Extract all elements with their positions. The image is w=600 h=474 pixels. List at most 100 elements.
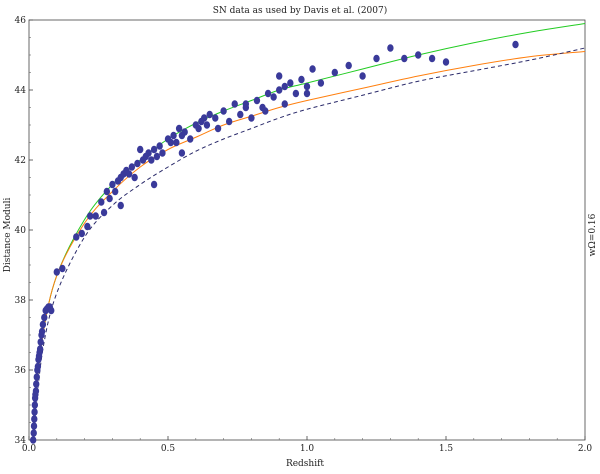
data-point [125, 170, 133, 178]
y-tick-label: 46 [15, 16, 27, 26]
data-point [212, 114, 219, 122]
data-point [31, 408, 38, 416]
data-point [276, 72, 283, 80]
x-tick-label: 0.0 [22, 444, 37, 454]
data-point [117, 201, 124, 210]
data-point [292, 89, 300, 98]
data-point [145, 149, 152, 157]
data-point [298, 75, 305, 84]
data-point [30, 422, 38, 430]
data-point [92, 212, 99, 220]
x-axis: 0.0 0.5 1.0 1.5 2.0 [22, 436, 593, 454]
data-point [512, 40, 519, 49]
data-point [53, 268, 60, 276]
data-point [78, 229, 86, 238]
data-point [156, 142, 163, 150]
series-line-2 [34, 51, 586, 409]
y-axis: 34 36 38 40 42 44 46 [15, 16, 33, 446]
x-tick-label: 2.0 [578, 444, 593, 454]
data-point [303, 89, 311, 98]
data-point [214, 124, 222, 133]
data-point [276, 86, 283, 94]
y-tick-label: 40 [15, 226, 27, 236]
data-point [428, 54, 436, 63]
data-point [73, 233, 80, 241]
data-point [84, 222, 91, 231]
data-point [33, 380, 40, 388]
data-point [34, 362, 42, 371]
data-point [103, 187, 111, 196]
data-point [175, 124, 183, 133]
x-tick-label: 1.5 [439, 444, 454, 454]
series-line-1 [34, 23, 586, 409]
data-point [264, 89, 272, 98]
data-point [32, 387, 40, 395]
data-point [150, 145, 158, 154]
y-tick-label: 42 [15, 156, 26, 166]
x-tick-label: 1.0 [300, 444, 315, 454]
data-point [178, 149, 186, 157]
data-point [159, 149, 166, 157]
data-point [41, 313, 48, 322]
y-tick-label: 36 [15, 366, 27, 376]
data-point [29, 436, 37, 444]
data-point [270, 93, 277, 101]
y-tick-label: 44 [15, 86, 27, 96]
data-point [200, 114, 208, 122]
data-point [242, 100, 250, 108]
y-tick-label: 34 [15, 436, 27, 446]
data-point [109, 180, 116, 189]
data-point [401, 54, 408, 63]
data-point [167, 138, 174, 147]
side-label: wΩ=0.16 [588, 213, 598, 256]
data-point [281, 100, 288, 108]
data-point [220, 107, 227, 115]
data-point [36, 345, 44, 353]
data-point [248, 114, 255, 122]
data-point [39, 320, 47, 329]
data-point [373, 54, 380, 63]
data-point [415, 51, 422, 59]
data-point [106, 194, 113, 203]
x-axis-title: Redshift [286, 459, 324, 469]
data-point [38, 327, 46, 336]
data-point [187, 135, 194, 143]
data-point [442, 58, 450, 66]
points-layer [29, 40, 519, 444]
lines-layer [34, 23, 586, 423]
data-point [31, 401, 39, 409]
data-point [100, 208, 108, 217]
data-point [131, 173, 138, 182]
data-point [31, 415, 38, 423]
data-point [359, 72, 366, 80]
data-point [33, 373, 40, 381]
data-point [153, 152, 161, 161]
data-point [309, 65, 316, 73]
data-point [281, 82, 288, 91]
data-point [98, 198, 105, 206]
data-point [231, 100, 238, 108]
data-point [173, 138, 180, 147]
data-point [345, 61, 352, 70]
data-point [287, 79, 294, 87]
data-point [387, 44, 394, 52]
data-point [170, 131, 177, 140]
y-axis-title: Distance Moduli [3, 198, 13, 273]
data-point [48, 306, 55, 315]
data-point [195, 124, 202, 133]
data-point [150, 180, 158, 189]
x-tick-label: 0.5 [161, 444, 176, 454]
chart-title: SN data as used by Davis et al. (2007) [213, 5, 388, 16]
data-point [111, 187, 119, 196]
data-point [237, 110, 244, 119]
data-point [59, 264, 66, 273]
data-point [262, 107, 269, 115]
data-point [86, 212, 94, 220]
data-point [134, 159, 141, 168]
data-point [128, 163, 136, 171]
series-line-3 [34, 47, 586, 423]
data-point [225, 117, 233, 126]
data-point [137, 145, 144, 154]
